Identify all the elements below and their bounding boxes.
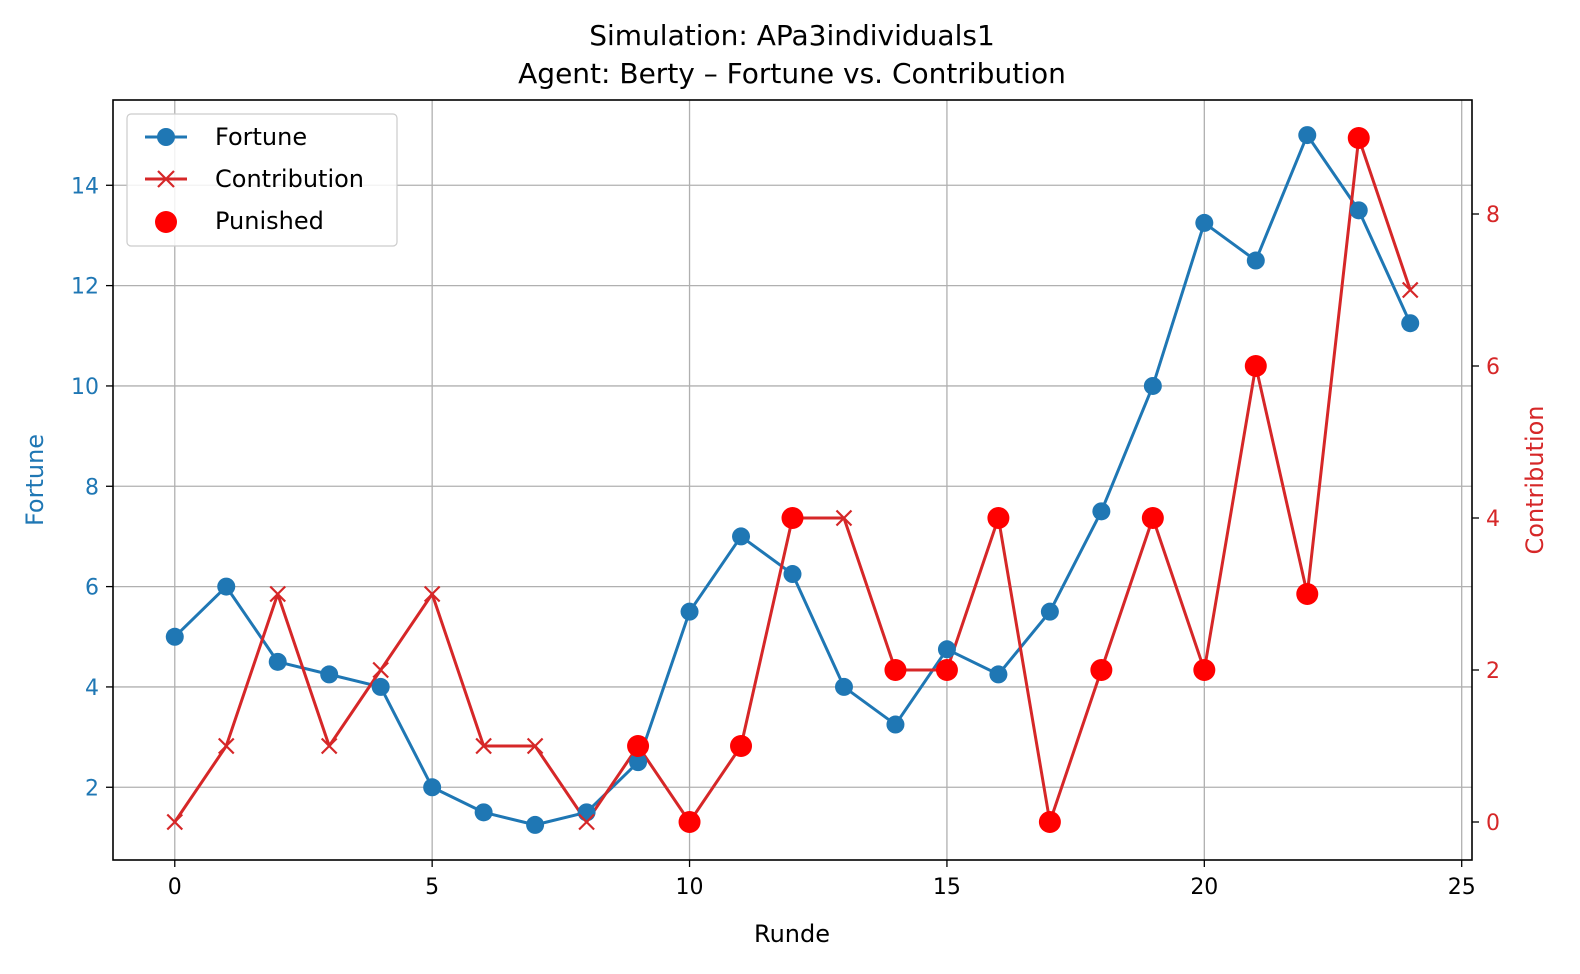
- right-tick-label: 6: [1486, 355, 1500, 380]
- right-tick-label: 0: [1486, 811, 1500, 836]
- contribution-point: [320, 737, 338, 755]
- contribution-point: [269, 585, 287, 603]
- contribution-point: [372, 661, 389, 679]
- right-axis-ticks: 0 2 4 6 8: [1472, 203, 1500, 836]
- fortune-point: [680, 602, 699, 621]
- x-tick-label: 25: [1448, 875, 1476, 900]
- contribution-point: [475, 737, 492, 755]
- x-tick-label: 15: [933, 875, 961, 900]
- x-tick-label: 10: [676, 875, 704, 900]
- fortune-point: [165, 627, 184, 646]
- left-tick-label: 10: [71, 375, 99, 400]
- punished-point: [627, 735, 650, 757]
- legend-punished-marker: [155, 211, 177, 233]
- fortune-point: [526, 815, 545, 834]
- x-axis-ticks: 0 5 10 15 20 25: [168, 860, 1476, 900]
- left-axis-label: Fortune: [21, 434, 49, 526]
- left-tick-label: 14: [71, 174, 99, 199]
- contribution-point: [217, 737, 235, 755]
- left-tick-label: 6: [85, 576, 99, 601]
- contribution-point: [1401, 281, 1419, 299]
- fortune-point: [937, 640, 956, 659]
- punished-point: [987, 507, 1010, 529]
- fortune-point: [1298, 126, 1317, 145]
- legend-contribution-label: Contribution: [215, 165, 364, 193]
- right-tick-label: 2: [1486, 659, 1500, 684]
- fortune-point: [783, 565, 802, 584]
- legend-box: [126, 113, 398, 247]
- punished-point: [884, 659, 907, 681]
- left-tick-label: 8: [85, 475, 99, 500]
- punished-point: [1244, 355, 1267, 377]
- left-tick-label: 12: [71, 275, 99, 300]
- right-tick-label: 4: [1486, 507, 1500, 532]
- fortune-point: [268, 652, 287, 671]
- punished-point: [1090, 659, 1113, 681]
- fortune-point: [371, 677, 390, 696]
- legend-fortune-label: Fortune: [215, 123, 307, 151]
- fortune-point: [1143, 376, 1162, 395]
- fortune-point: [629, 753, 648, 772]
- left-tick-label: 4: [85, 676, 99, 701]
- fortune-point: [1401, 314, 1420, 333]
- fortune-point: [1040, 602, 1059, 621]
- contribution-point: [423, 585, 441, 603]
- x-axis-label: Runde: [754, 920, 830, 948]
- right-tick-label: 8: [1486, 203, 1500, 228]
- fortune-point: [886, 715, 905, 734]
- legend-fortune-marker: [157, 128, 175, 146]
- fortune-point: [217, 577, 236, 596]
- x-tick-label: 20: [1190, 875, 1218, 900]
- punished-point: [678, 811, 701, 833]
- left-axis-ticks: 2 4 6 8 10 12 14: [71, 174, 113, 801]
- fortune-point: [1092, 502, 1111, 521]
- punished-point: [1296, 583, 1319, 605]
- fortune-point: [1349, 201, 1368, 220]
- punished-point: [1038, 811, 1061, 833]
- fortune-point: [834, 677, 853, 696]
- punished-point: [1347, 127, 1370, 149]
- contribution-point: [526, 737, 544, 755]
- right-axis-label: Contribution: [1521, 405, 1549, 554]
- legend-punished-label: Punished: [215, 207, 324, 235]
- grid: [113, 100, 1472, 860]
- punished-point: [730, 735, 753, 757]
- chart-title: Simulation: APa3individuals1: [589, 19, 995, 52]
- contribution-point: [835, 509, 853, 527]
- legend-contribution-marker: [157, 170, 175, 188]
- fortune-point: [320, 665, 339, 684]
- punished-point: [1141, 507, 1164, 529]
- x-tick-label: 0: [168, 875, 182, 900]
- fortune-point: [1195, 213, 1214, 232]
- x-tick-label: 5: [425, 875, 439, 900]
- punished-point: [781, 507, 804, 529]
- fortune-point: [1246, 251, 1265, 270]
- contribution-point: [166, 813, 184, 831]
- legend: Fortune Contribution Punished: [126, 113, 398, 247]
- plot-frame: [112, 99, 1473, 861]
- punished-point: [1193, 659, 1216, 681]
- fortune-point: [732, 527, 751, 546]
- series-marks: [165, 126, 1420, 834]
- contribution-point: [578, 813, 595, 831]
- punished-point: [935, 659, 958, 681]
- fortune-point: [577, 803, 596, 822]
- fortune-point: [989, 665, 1008, 684]
- fortune-point: [423, 778, 442, 797]
- fortune-point: [474, 803, 493, 822]
- chart-subtitle: Agent: Berty – Fortune vs. Contribution: [518, 57, 1066, 90]
- left-tick-label: 2: [85, 776, 99, 801]
